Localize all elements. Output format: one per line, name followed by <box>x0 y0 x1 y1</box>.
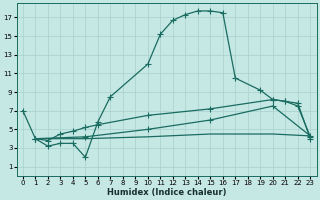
X-axis label: Humidex (Indice chaleur): Humidex (Indice chaleur) <box>107 188 226 197</box>
